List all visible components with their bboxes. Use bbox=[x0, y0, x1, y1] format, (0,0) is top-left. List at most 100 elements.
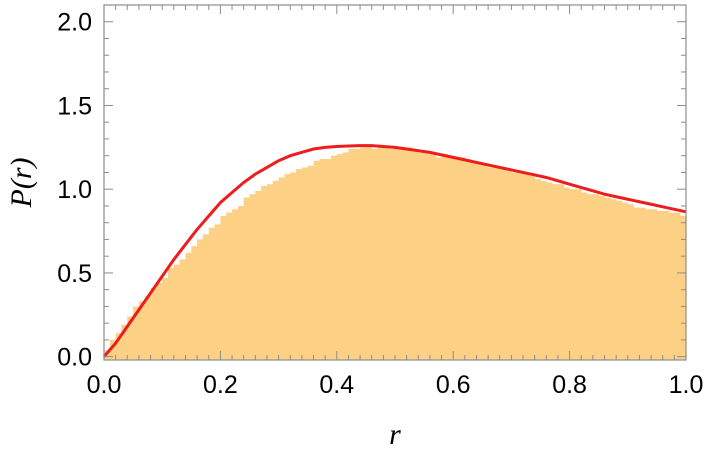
histogram-bar bbox=[156, 282, 163, 360]
histogram-bar bbox=[592, 194, 600, 360]
histogram-bar bbox=[418, 152, 425, 360]
histogram-bar bbox=[319, 159, 326, 360]
axis-ticks bbox=[103, 4, 687, 360]
histogram-bar bbox=[645, 209, 652, 360]
x-tick-label: 0.6 bbox=[436, 371, 471, 399]
histogram-bar bbox=[447, 155, 454, 360]
histogram-bar bbox=[575, 189, 582, 360]
histogram-bar bbox=[325, 159, 332, 360]
y-tick-label: 2.0 bbox=[57, 9, 92, 37]
histogram-bar bbox=[517, 172, 524, 360]
histogram-bar bbox=[633, 207, 640, 360]
histogram-bar bbox=[621, 202, 629, 360]
histogram-bar bbox=[168, 267, 175, 360]
histogram-bar bbox=[639, 207, 646, 360]
y-tick-label: 0.5 bbox=[57, 260, 92, 288]
histogram-bar bbox=[266, 184, 274, 360]
x-tick-label: 1.0 bbox=[669, 371, 704, 399]
histogram-bar bbox=[569, 189, 576, 360]
histogram-bar bbox=[197, 239, 204, 360]
histogram-bar bbox=[505, 170, 512, 360]
histogram-bar bbox=[587, 194, 594, 360]
x-tick-label: 0.4 bbox=[319, 371, 354, 399]
histogram-bar bbox=[627, 204, 635, 360]
histogram-bar bbox=[662, 210, 669, 360]
histogram-bar bbox=[354, 149, 361, 360]
histogram-bar bbox=[138, 301, 146, 360]
histogram-bar bbox=[389, 149, 396, 360]
histogram-bar bbox=[499, 169, 506, 360]
histogram-bar bbox=[563, 187, 570, 360]
histogram-bar bbox=[557, 184, 565, 360]
histogram-bar bbox=[412, 150, 419, 360]
histogram-bar bbox=[243, 197, 250, 360]
histogram-bar bbox=[109, 339, 117, 360]
x-tick-label: 0.2 bbox=[203, 371, 238, 399]
histogram-bar bbox=[476, 162, 483, 360]
histogram-bar bbox=[348, 149, 355, 360]
histogram-bar bbox=[307, 165, 314, 360]
histogram-bar bbox=[523, 174, 530, 360]
histogram-bar bbox=[400, 149, 408, 360]
histogram-bar bbox=[261, 185, 268, 360]
histogram-bar bbox=[336, 154, 344, 360]
histogram-bar bbox=[441, 154, 448, 360]
y-tick-label: 1.5 bbox=[57, 92, 92, 120]
fit-curve-line bbox=[102, 144, 687, 358]
histogram-bar bbox=[150, 287, 157, 360]
histogram-bar bbox=[191, 246, 198, 360]
histogram-bar bbox=[459, 157, 466, 360]
histogram-bar bbox=[255, 190, 262, 360]
histogram-bar bbox=[429, 152, 437, 360]
histogram-bar bbox=[482, 164, 489, 360]
histogram-bar bbox=[680, 215, 687, 360]
histogram-bar bbox=[360, 147, 367, 360]
histogram-bar bbox=[237, 205, 245, 360]
histogram-bar bbox=[598, 195, 605, 360]
histogram-bar bbox=[226, 212, 233, 360]
x-tick-label: 0.8 bbox=[552, 371, 587, 399]
x-axis-label: r bbox=[389, 418, 401, 451]
histogram-bar bbox=[546, 182, 553, 360]
histogram-bars bbox=[104, 145, 687, 360]
histogram-bar bbox=[278, 177, 285, 360]
histogram-bar bbox=[220, 215, 227, 360]
histogram-bar bbox=[493, 165, 501, 360]
histogram-bar bbox=[453, 157, 460, 360]
histogram-bar bbox=[202, 234, 210, 360]
histogram-bar bbox=[272, 180, 279, 360]
histogram-bar bbox=[127, 316, 134, 360]
histogram-bar bbox=[435, 157, 442, 360]
histogram-bar bbox=[534, 179, 541, 360]
histogram-bar bbox=[162, 277, 169, 360]
histogram-bar bbox=[406, 147, 413, 360]
histogram-bar bbox=[610, 199, 617, 360]
histogram-bar bbox=[371, 149, 378, 360]
histogram-bar bbox=[313, 160, 320, 360]
histogram-bar bbox=[395, 149, 402, 360]
histogram-bar bbox=[249, 194, 256, 360]
histogram-bar bbox=[383, 147, 390, 360]
histogram-bar bbox=[296, 169, 303, 360]
histogram-bar bbox=[214, 224, 221, 360]
histogram-bar bbox=[424, 150, 431, 360]
histogram-bar bbox=[232, 209, 239, 360]
x-tick-label: 0.0 bbox=[87, 371, 122, 399]
histogram-bar bbox=[651, 209, 658, 360]
histogram-bar bbox=[470, 162, 477, 360]
histogram-bar bbox=[330, 155, 338, 360]
histogram-bar bbox=[290, 172, 297, 360]
histogram-bar bbox=[179, 259, 186, 360]
histogram-bar bbox=[552, 184, 559, 360]
histogram-bar bbox=[528, 175, 536, 360]
histogram-bar bbox=[377, 147, 384, 360]
histogram-bar bbox=[301, 167, 309, 360]
histogram-bar bbox=[365, 145, 373, 360]
histogram-bar bbox=[115, 333, 122, 360]
histogram-bar bbox=[284, 174, 291, 360]
histogram-bar bbox=[144, 296, 151, 360]
histogram-bar bbox=[668, 212, 675, 360]
histogram-bar bbox=[173, 264, 181, 360]
histogram-bar bbox=[656, 210, 664, 360]
histogram-bar bbox=[511, 172, 518, 360]
